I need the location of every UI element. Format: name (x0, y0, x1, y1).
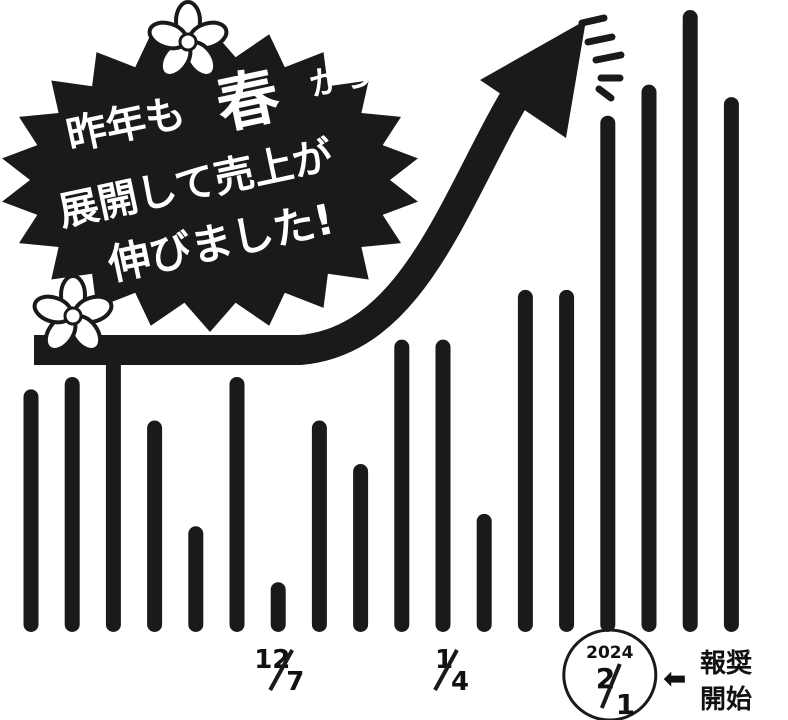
date-slash (599, 663, 622, 709)
bar-9 (353, 464, 369, 632)
bar-18 (723, 97, 739, 632)
bar-8 (311, 420, 327, 632)
date-day: 1 (616, 688, 635, 720)
bars (23, 10, 739, 633)
bar-11 (435, 339, 451, 632)
bar-12 (476, 513, 492, 632)
date-year: 2024 (586, 643, 633, 663)
bar-3 (105, 352, 121, 632)
growth-arrowhead (480, 20, 586, 138)
bar-4 (147, 420, 163, 632)
growth-arrow (34, 58, 543, 365)
date-circle (562, 628, 658, 720)
date-slash (433, 649, 459, 691)
bar-1 (23, 389, 39, 632)
date-month: 12 (254, 645, 290, 675)
bar-5 (188, 526, 204, 632)
bar-6 (229, 376, 245, 632)
date-day: 4 (451, 667, 469, 697)
callout-spring-word: 春 (210, 58, 286, 142)
annotation-line2: 開始 (700, 685, 752, 715)
bar-14 (559, 289, 575, 632)
bar-17 (682, 10, 698, 632)
sparkle-lines (578, 14, 625, 102)
callout-burst (2, 28, 418, 332)
date-day: 7 (286, 667, 304, 697)
bar-2 (64, 376, 80, 632)
bar-10 (394, 339, 410, 632)
annotation-line1: 報奨 (700, 649, 753, 679)
bar-15 (600, 115, 616, 633)
bar-13 (517, 289, 533, 632)
bar-16 (641, 84, 657, 632)
left-arrow-icon: ⬅ (663, 662, 686, 695)
date-slash (268, 649, 294, 691)
bar-7 (270, 582, 286, 632)
